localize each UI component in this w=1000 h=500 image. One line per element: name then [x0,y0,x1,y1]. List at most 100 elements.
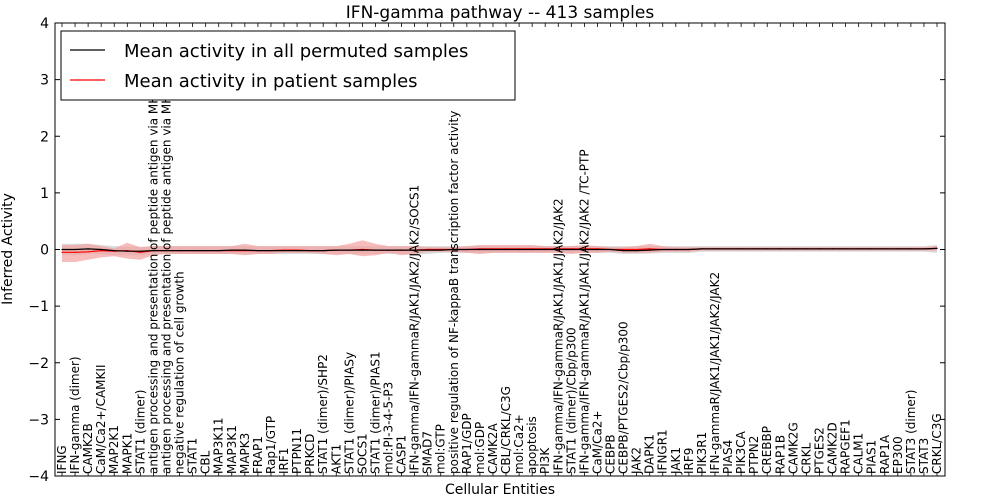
y-axis: −4 −3 −2 −1 0 1 2 3 4 [28,16,945,485]
point-series-0-33 [492,248,494,251]
point-series-0-63 [884,248,886,250]
x-axis-label: Cellular Entities [445,482,555,498]
legend: Mean activity in all permuted samples Me… [60,30,516,101]
point-series-0-45 [649,249,651,251]
x-tick-label: CBL [199,450,213,474]
x-tick-label: STAT1 (dimer) [133,390,147,474]
x-tick-label: PRKCD [303,434,317,474]
x-tick-label: CAMK2D [826,422,840,474]
point-series-0-12 [218,250,220,252]
x-tick-label: mol:GDP [473,422,487,474]
x-tick-label: CASP1 [395,435,409,474]
point-series-0-44 [636,250,638,252]
x-tick-label: RAP1B [773,435,787,474]
x-tick-label: apoptosis [525,416,539,474]
x-tick-label: PIK3R1 [695,432,709,474]
x-tick-label: IFN-gamma (dimer) [68,356,82,474]
point-series-0-48 [688,248,690,251]
x-tick-label: STAT3 [917,438,931,474]
point-series-0-49 [701,248,703,250]
point-series-0-47 [675,248,677,251]
x-tick-label: IRF9 [682,448,696,474]
y-tick-label: −4 [28,469,49,485]
y-tick-label: 2 [40,129,49,145]
point-series-0-51 [727,248,729,250]
point-series-0-4 [113,250,115,252]
x-tick-label: PI3K [538,447,552,474]
point-series-0-36 [531,248,533,251]
x-tick-label: RAP1/GDP [460,413,474,474]
y-axis-label: Inferred Activity [0,193,16,305]
x-tick-label: PTPN2 [747,436,761,474]
point-series-0-56 [792,248,794,250]
point-series-0-35 [518,248,520,251]
point-series-0-31 [466,248,468,251]
point-series-1-43 [623,248,625,251]
x-tick-label: CaM/Ca2+/CAMKII [94,365,108,474]
x-tick-label: AKT1 [329,444,343,474]
x-tick-label: FRAP1 [251,436,265,474]
point-series-0-18 [296,250,298,252]
legend-label-patient: Mean activity in patient samples [124,71,418,92]
point-series-0-8 [165,250,168,252]
x-tick-label: antigen processing and presentation of p… [160,42,174,474]
x-tick-label: CBL/CRKL/C3G [499,386,513,474]
point-series-0-39 [570,248,572,251]
x-tick-label: antigen processing and presentation of p… [146,45,160,474]
point-series-0-61 [858,248,860,250]
point-series-0-23 [361,249,363,251]
x-tick-label: MAP3K1 [225,425,239,474]
x-tick-label: JAK2 [630,447,644,475]
series-lines [61,247,938,253]
point-series-0-46 [662,248,664,251]
point-series-0-3 [100,248,102,251]
point-series-1-1 [74,251,76,253]
x-tick-label: negative regulation of cell growth [173,271,187,474]
point-series-0-13 [231,249,233,251]
point-series-1-0 [61,251,63,253]
point-series-0-19 [309,250,311,252]
point-series-0-60 [845,248,847,250]
x-tick-label: IFN-gammaR/JAK1/JAK1/JAK2/JAK2 [708,272,722,474]
point-series-0-15 [257,250,259,252]
point-series-0-41 [596,248,599,251]
x-tick-label: EP300 [891,436,905,474]
y-tick-label: 3 [40,73,49,89]
point-series-0-57 [805,248,808,250]
x-tick-label: PIAS1 [865,440,879,474]
point-series-0-5 [126,250,128,252]
point-series-1-44 [636,248,638,251]
point-series-0-55 [779,248,781,250]
x-tick-label: IFNGR1 [656,429,670,474]
point-series-0-42 [609,248,612,251]
x-tick-label: CRKL [799,442,813,474]
x-tick-label: SOCS1 [355,433,369,474]
x-tick-labels: IFNG IFN-gamma (dimer) CAMK2B CaM/Ca2+/CAMK… [55,42,944,475]
point-series-0-34 [505,248,507,251]
x-tick-label: mol:Ca2+ [512,414,526,474]
point-series-0-14 [244,249,246,251]
point-series-1-6 [139,251,141,253]
point-series-0-64 [897,248,899,250]
x-tick-label: positive regulation of NF-kappaB transcr… [447,111,461,474]
x-tick-label: CaM/Ca2+ [590,410,604,474]
point-series-0-66 [923,248,925,250]
x-tick-label: Rap1/GTP [264,416,278,474]
x-tick-label: MAP3K11 [212,417,226,474]
point-series-0-27 [414,249,416,251]
x-tick-label: IFNG [55,445,69,474]
x-tick-label: mol:PI-3-4-5-P3 [382,382,396,474]
point-series-0-17 [283,250,285,252]
point-series-0-2 [87,248,89,250]
point-series-0-11 [205,250,207,252]
point-series-1-3 [100,250,102,252]
point-series-0-62 [871,248,873,250]
x-tick-label: CAMK2G [786,422,800,474]
x-tick-label: CREBBP [760,426,774,474]
x-tick-label: STAT1 [186,438,200,474]
point-series-0-9 [178,250,181,252]
x-tick-label: CALM1 [852,433,866,474]
chart-title: IFN-gamma pathway -- 413 samples [346,3,655,23]
x-tick-label: STAT1 (dimer)/PIASy [342,352,356,474]
